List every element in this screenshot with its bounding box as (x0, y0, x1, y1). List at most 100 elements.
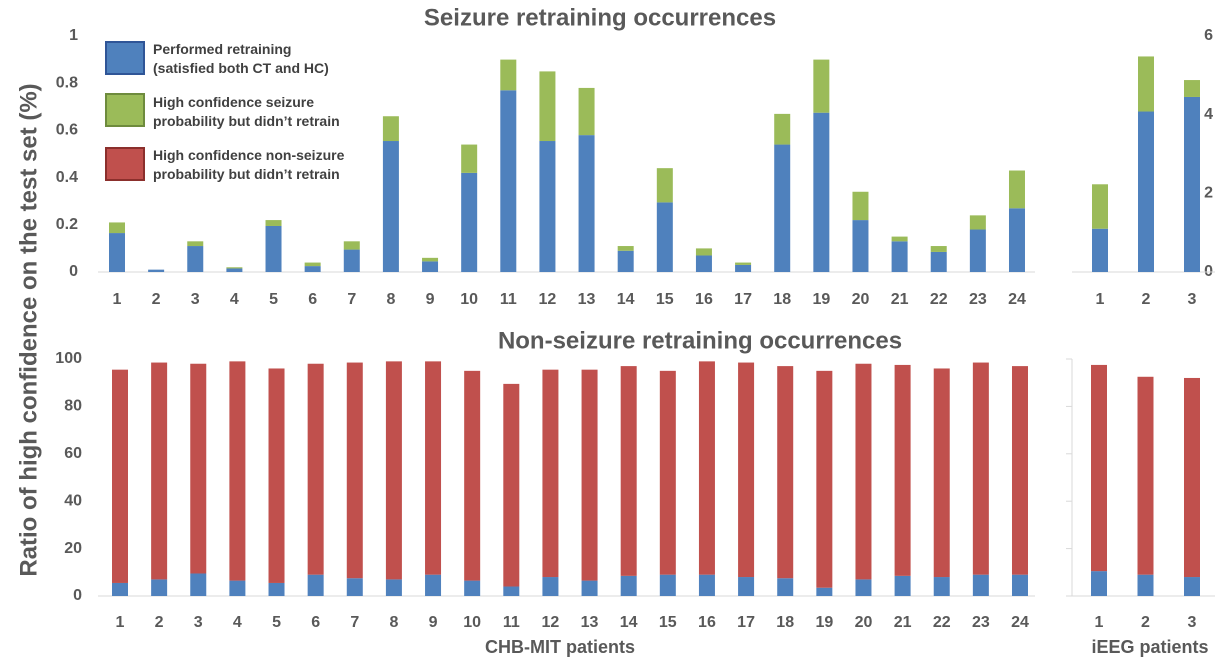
y-tick-label: 0.6 (56, 122, 78, 139)
bar-segment (1184, 80, 1200, 97)
bar-segment (304, 266, 321, 272)
bar-segment (542, 369, 559, 578)
x-tick-label: 3 (191, 291, 200, 308)
x-tick-label: 2 (1141, 614, 1150, 631)
bar-segment (187, 241, 204, 247)
bar-segment (581, 580, 598, 596)
bar-segment (385, 361, 402, 580)
bar-segment (620, 366, 637, 576)
bar-segment (190, 363, 207, 574)
bar-segment (422, 257, 439, 262)
bar-segment (425, 361, 442, 575)
bar-segment (735, 262, 752, 265)
y-tick-label: 1 (69, 27, 78, 44)
x-tick-label: 21 (894, 614, 912, 631)
bar-segment (385, 579, 402, 596)
bar-segment (539, 141, 556, 272)
x-tick-label: 2 (155, 614, 164, 631)
bar-segment (226, 268, 243, 272)
x-tick-label: 6 (308, 291, 317, 308)
bar-segment (503, 586, 520, 596)
bar-segment (581, 369, 598, 581)
y-axis-label: Ratio of high confidence on the test set… (15, 83, 42, 576)
x-tick-label: 3 (1188, 291, 1197, 308)
bar-segment (1137, 574, 1154, 596)
bar-segment (813, 59, 830, 113)
x-tick-label: 20 (852, 291, 870, 308)
bar-segment (891, 241, 908, 272)
bar-segment (738, 577, 755, 596)
x-tick-label: 2 (152, 291, 161, 308)
chart-title: Seizure retraining occurrences (424, 4, 776, 31)
bar-segment (425, 574, 442, 596)
bar-segment (1011, 366, 1028, 575)
bar-segment (735, 264, 752, 272)
x-tick-label: 21 (891, 291, 909, 308)
bar-segment (578, 135, 595, 272)
bar-segment (464, 580, 481, 596)
x-axis-label: CHB-MIT patients (485, 637, 635, 657)
bar-segment (816, 587, 833, 596)
bar-segment (461, 172, 478, 272)
x-tick-label: 13 (578, 291, 596, 308)
y-tick-label: 2 (1204, 185, 1213, 202)
bar-segment (1137, 376, 1154, 575)
x-tick-label: 16 (695, 291, 713, 308)
x-tick-label: 15 (656, 291, 674, 308)
x-tick-label: 9 (429, 614, 438, 631)
x-tick-label: 12 (542, 614, 560, 631)
legend-swatch (105, 41, 145, 75)
bar-segment (500, 59, 517, 91)
bar-segment (265, 220, 282, 226)
bar-segment (268, 582, 285, 596)
x-tick-label: 14 (617, 291, 635, 308)
x-tick-label: 8 (389, 614, 398, 631)
x-tick-label: 1 (113, 291, 122, 308)
bar-segment (855, 363, 872, 580)
bar-segment (539, 71, 556, 142)
bar-segment (777, 578, 794, 596)
bar-segment (304, 262, 321, 267)
bar-segment (382, 116, 399, 142)
bar-segment (855, 579, 872, 596)
bar-segment (930, 251, 947, 272)
bar-segment (229, 361, 246, 581)
bar-segment (343, 241, 360, 250)
bar-segment (894, 364, 911, 576)
x-tick-label: 1 (116, 614, 125, 631)
x-tick-label: 7 (347, 291, 356, 308)
bar-segment (695, 255, 712, 272)
x-tick-label: 24 (1008, 291, 1026, 308)
y-tick-label: 0.4 (56, 169, 78, 186)
bar-segment (1138, 111, 1154, 273)
x-tick-label: 22 (933, 614, 951, 631)
bar-segment (109, 233, 125, 272)
x-tick-label: 5 (269, 291, 278, 308)
bar-segment (229, 580, 246, 596)
y-tick-label: 0.2 (56, 216, 78, 233)
y-tick-label: 80 (64, 398, 82, 415)
bar-segment (698, 361, 715, 575)
x-tick-label: 3 (194, 614, 203, 631)
bar-segment (659, 370, 676, 575)
x-tick-label: 10 (460, 291, 478, 308)
x-tick-label: 14 (620, 614, 638, 631)
x-tick-label: 24 (1011, 614, 1029, 631)
bar-segment (698, 574, 715, 596)
x-tick-label: 4 (230, 291, 239, 308)
bar-segment (852, 220, 869, 272)
x-tick-label: 15 (659, 614, 677, 631)
bar-segment (816, 370, 833, 588)
bar-segment (1184, 96, 1200, 272)
x-tick-label: 19 (812, 291, 830, 308)
bar-segment (933, 577, 950, 596)
bar-segment (151, 362, 168, 580)
y-tick-label: 4 (1204, 106, 1213, 123)
bar-segment (343, 249, 360, 272)
bar-segment (933, 368, 950, 578)
bar-segment (1091, 364, 1107, 572)
bar-segment (265, 225, 282, 272)
bar-segment (148, 269, 165, 272)
bar-segment (307, 363, 324, 575)
